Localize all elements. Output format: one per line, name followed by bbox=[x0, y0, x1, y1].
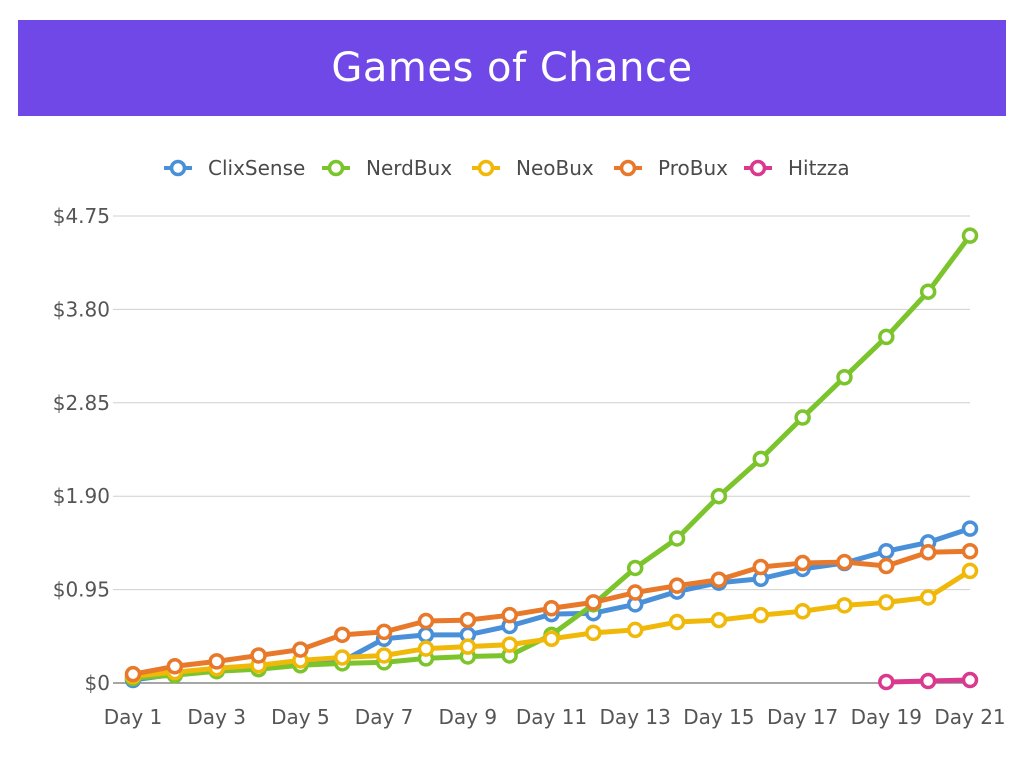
data-point bbox=[919, 589, 937, 606]
data-point bbox=[417, 640, 435, 657]
data-point bbox=[878, 557, 895, 575]
x-tick-label: Day 21 bbox=[934, 705, 1005, 729]
legend-label: ClixSense bbox=[208, 156, 305, 180]
legend-label: NerdBux bbox=[366, 156, 452, 180]
data-point bbox=[375, 647, 393, 664]
data-point bbox=[417, 612, 435, 630]
x-tick-label: Day 9 bbox=[439, 705, 498, 729]
data-point bbox=[626, 621, 644, 639]
data-point bbox=[585, 594, 602, 611]
data-point bbox=[752, 558, 769, 576]
data-point bbox=[961, 671, 979, 689]
legend: ClixSense NerdBux NeoBux ProBux Hitzza bbox=[164, 156, 850, 180]
x-tick-label: Day 3 bbox=[187, 705, 246, 729]
data-point bbox=[334, 649, 351, 666]
legend-marker bbox=[619, 159, 637, 177]
data-point bbox=[543, 600, 560, 617]
legend-marker bbox=[477, 159, 495, 177]
data-point bbox=[668, 577, 686, 594]
data-point bbox=[836, 553, 853, 571]
data-point bbox=[752, 450, 769, 468]
data-point bbox=[501, 606, 518, 624]
data-point bbox=[752, 606, 769, 624]
data-point bbox=[878, 543, 895, 560]
x-tick-label: Day 5 bbox=[271, 705, 330, 729]
x-tick-label: Day 17 bbox=[767, 705, 838, 729]
series-group bbox=[124, 227, 979, 691]
data-point bbox=[878, 594, 895, 611]
data-point bbox=[961, 543, 979, 560]
y-tick-label: $0 bbox=[85, 671, 110, 695]
legend-item-neobux: NeoBux bbox=[472, 156, 594, 180]
legend-label: NeoBux bbox=[516, 156, 594, 180]
data-point bbox=[626, 559, 644, 577]
x-tick-label: Day 13 bbox=[600, 705, 671, 729]
data-point bbox=[794, 409, 811, 426]
y-tick-label: $0.95 bbox=[53, 578, 110, 602]
legend-label: Hitzza bbox=[788, 156, 850, 180]
data-point bbox=[919, 283, 937, 300]
data-point bbox=[794, 602, 811, 620]
series-neobux bbox=[124, 562, 979, 685]
x-tick-label: Day 15 bbox=[683, 705, 754, 729]
data-point bbox=[836, 597, 853, 614]
legend-item-hitzza: Hitzza bbox=[744, 156, 850, 180]
data-point bbox=[375, 623, 393, 641]
data-point bbox=[501, 636, 518, 653]
data-point bbox=[668, 613, 686, 631]
y-tick-label: $1.90 bbox=[53, 484, 110, 508]
x-tick-label: Day 19 bbox=[851, 705, 922, 729]
legend-marker bbox=[749, 159, 767, 177]
data-point bbox=[961, 227, 979, 244]
data-point bbox=[668, 530, 686, 547]
y-axis: $0 $0.95 $1.90 $2.85 $3.80 $4.75 bbox=[53, 204, 110, 695]
y-tick-label: $2.85 bbox=[53, 391, 110, 415]
chart-title: Games of Chance bbox=[331, 45, 693, 91]
data-point bbox=[250, 647, 267, 664]
series-hitzza bbox=[878, 671, 979, 691]
x-axis: Day 1 Day 3 Day 5 Day 7 Day 9 Day 11 Day 13 Day… bbox=[104, 705, 1006, 729]
x-tick-label: Day 1 bbox=[104, 705, 163, 729]
gridlines bbox=[113, 215, 970, 684]
series-nerdbux bbox=[124, 227, 979, 687]
data-point bbox=[710, 571, 728, 589]
y-tick-label: $4.75 bbox=[53, 204, 110, 228]
data-point bbox=[124, 665, 142, 683]
data-point bbox=[878, 673, 895, 691]
data-point bbox=[710, 611, 728, 629]
data-point bbox=[710, 487, 728, 505]
legend-item-probux: ProBux bbox=[614, 156, 728, 180]
legend-marker bbox=[169, 159, 187, 177]
data-point bbox=[878, 328, 895, 346]
data-point bbox=[459, 638, 477, 655]
data-point bbox=[919, 543, 937, 561]
legend-item-clixsense: ClixSense bbox=[164, 156, 305, 180]
data-point bbox=[961, 562, 979, 580]
data-point bbox=[292, 641, 309, 658]
x-tick-label: Day 7 bbox=[355, 705, 414, 729]
legend-item-nerdbux: NerdBux bbox=[322, 156, 452, 180]
data-point bbox=[459, 611, 477, 629]
data-point bbox=[166, 658, 184, 675]
data-point bbox=[208, 653, 225, 670]
title-bar: Games of Chance bbox=[18, 20, 1006, 116]
data-point bbox=[961, 520, 979, 537]
data-point bbox=[334, 626, 351, 644]
legend-label: ProBux bbox=[658, 156, 728, 180]
data-point bbox=[585, 624, 602, 642]
data-point bbox=[836, 368, 853, 386]
data-point bbox=[794, 554, 811, 572]
series-probux bbox=[124, 543, 979, 683]
data-point bbox=[417, 626, 435, 644]
data-point bbox=[919, 672, 937, 690]
data-point bbox=[543, 630, 560, 648]
data-point bbox=[626, 584, 644, 601]
x-tick-label: Day 11 bbox=[516, 705, 587, 729]
legend-marker bbox=[327, 159, 345, 177]
y-tick-label: $3.80 bbox=[53, 297, 110, 321]
